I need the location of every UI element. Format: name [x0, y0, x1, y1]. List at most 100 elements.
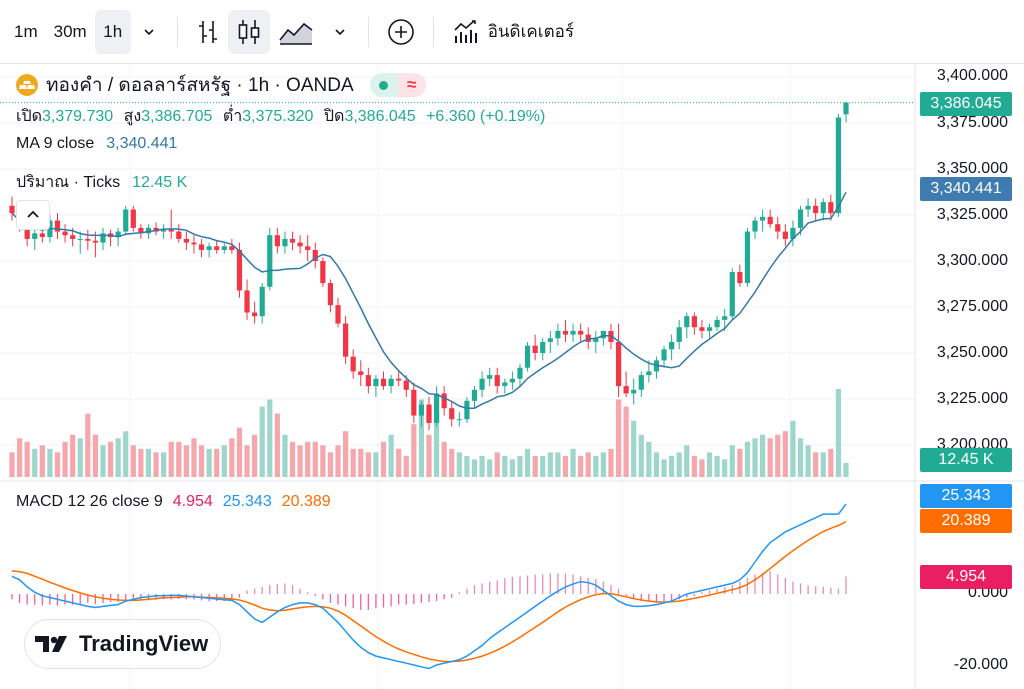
candle-body — [297, 242, 303, 247]
candle-body — [176, 231, 182, 239]
candle-body — [221, 246, 227, 250]
macd-line-tag: 25.343 — [920, 484, 1012, 508]
interval-dropdown-button[interactable] — [131, 10, 167, 54]
volume-bar — [153, 452, 159, 477]
volume-bar — [487, 459, 493, 477]
candle-body — [411, 389, 417, 416]
candle-body — [70, 235, 76, 239]
macd-legend[interactable]: MACD 12 26 close 9 4.954 25.343 20.389 — [16, 493, 331, 511]
toolbar-divider — [432, 16, 434, 47]
volume-bar — [532, 455, 538, 477]
toolbar-divider — [367, 16, 369, 47]
tradingview-logo[interactable]: TradingView — [24, 619, 222, 669]
candle-body — [517, 367, 523, 379]
compare-symbol-button[interactable] — [379, 10, 423, 54]
volume-bar — [221, 445, 227, 477]
low-label: ต่ำ — [222, 108, 243, 125]
volume-bar — [418, 399, 425, 477]
candle-body — [214, 246, 220, 250]
volume-bar — [767, 438, 773, 477]
volume-bar — [100, 445, 106, 477]
collapse-legend-button[interactable] — [16, 200, 50, 230]
candle-body — [153, 227, 159, 232]
candle-body — [570, 330, 576, 335]
change-value: +6.360 (+0.19%) — [426, 108, 546, 125]
area-chart-type-button[interactable] — [270, 10, 322, 54]
candle-body — [471, 389, 478, 401]
candle-chart-type-button[interactable] — [227, 9, 270, 54]
chevron-down-icon — [144, 28, 154, 35]
bar-chart-type-button[interactable] — [188, 10, 228, 54]
volume-bar — [267, 399, 273, 477]
candle-body — [267, 235, 273, 287]
close-value: 3,386.045 — [344, 108, 416, 125]
candle-body — [699, 327, 705, 331]
volume-bar — [653, 452, 660, 477]
candle-body — [464, 400, 470, 420]
volume-bar — [236, 427, 243, 477]
indicators-icon — [454, 19, 477, 43]
toolbar-divider — [176, 16, 178, 47]
candle-body — [578, 330, 584, 335]
top-toolbar: 1m 30m 1h อินดิเคเตอร์ — [0, 0, 1024, 64]
symbol-title[interactable]: ทองคำ / ดอลลาร์สหรัฐ · 1h · OANDA — [46, 75, 354, 96]
volume-bar — [206, 448, 212, 477]
interval-30m-button[interactable]: 30m — [53, 21, 87, 41]
delayed-data-icon: ≈ — [397, 73, 426, 97]
candle-body — [487, 375, 493, 379]
candle-body — [623, 386, 629, 394]
candle-body — [676, 327, 682, 342]
ma-legend[interactable]: MA 9 close 3,340.441 — [16, 135, 177, 153]
volume-bar — [47, 448, 53, 477]
volume-bar — [411, 424, 417, 477]
market-status-badge[interactable]: ≈ — [369, 73, 426, 97]
candle-body — [39, 233, 45, 238]
volume-bar — [797, 438, 804, 477]
volume-legend[interactable]: ปริมาณ · Ticks 12.45 K — [16, 170, 187, 195]
volume-bar — [828, 448, 834, 477]
volume-bar — [524, 448, 531, 477]
volume-bar — [706, 452, 713, 477]
candle-body — [138, 227, 144, 234]
volume-bar — [600, 452, 606, 477]
price-axis-tick: 3,400.000 — [936, 67, 1008, 84]
volume-bar — [456, 452, 462, 477]
candle-body — [593, 338, 599, 342]
candle-body — [547, 338, 553, 342]
candle-body — [797, 209, 804, 228]
candle-body — [494, 375, 500, 387]
price-chart[interactable] — [0, 64, 1024, 689]
candle-body — [85, 238, 91, 241]
volume-bar — [16, 438, 23, 477]
candle-body — [62, 231, 68, 236]
volume-bar — [570, 448, 576, 477]
candle-body — [843, 102, 849, 115]
indicators-button[interactable]: อินดิเคเตอร์ — [444, 18, 582, 46]
candle-body — [562, 330, 569, 335]
volume-bar — [312, 441, 318, 477]
interval-1m-button[interactable]: 1m — [14, 21, 38, 41]
candle-body — [320, 261, 326, 284]
price-axis-tick: 3,325.000 — [936, 206, 1008, 223]
volume-bar — [130, 445, 136, 477]
price-axis-tick: 3,275.000 — [936, 298, 1008, 315]
volume-bar — [70, 434, 76, 477]
volume-bar — [198, 445, 205, 477]
volume-bar — [449, 448, 455, 477]
ma-value: 3,340.441 — [106, 135, 178, 152]
candle-body — [706, 327, 713, 331]
volume-bar — [744, 441, 751, 477]
volume-bar — [350, 448, 356, 477]
volume-bar — [646, 441, 652, 477]
candle-body — [365, 375, 371, 387]
volume-bar — [62, 441, 68, 477]
interval-1h-button[interactable]: 1h — [94, 9, 131, 54]
volume-bar — [176, 441, 182, 477]
chart-type-dropdown-button[interactable] — [322, 10, 358, 54]
macd-line-value: 25.343 — [222, 493, 272, 510]
candle-body — [206, 246, 212, 250]
volume-bar — [820, 452, 826, 477]
candle-body — [555, 330, 561, 339]
macd-signal-line — [11, 520, 847, 663]
candle-body — [502, 382, 508, 387]
